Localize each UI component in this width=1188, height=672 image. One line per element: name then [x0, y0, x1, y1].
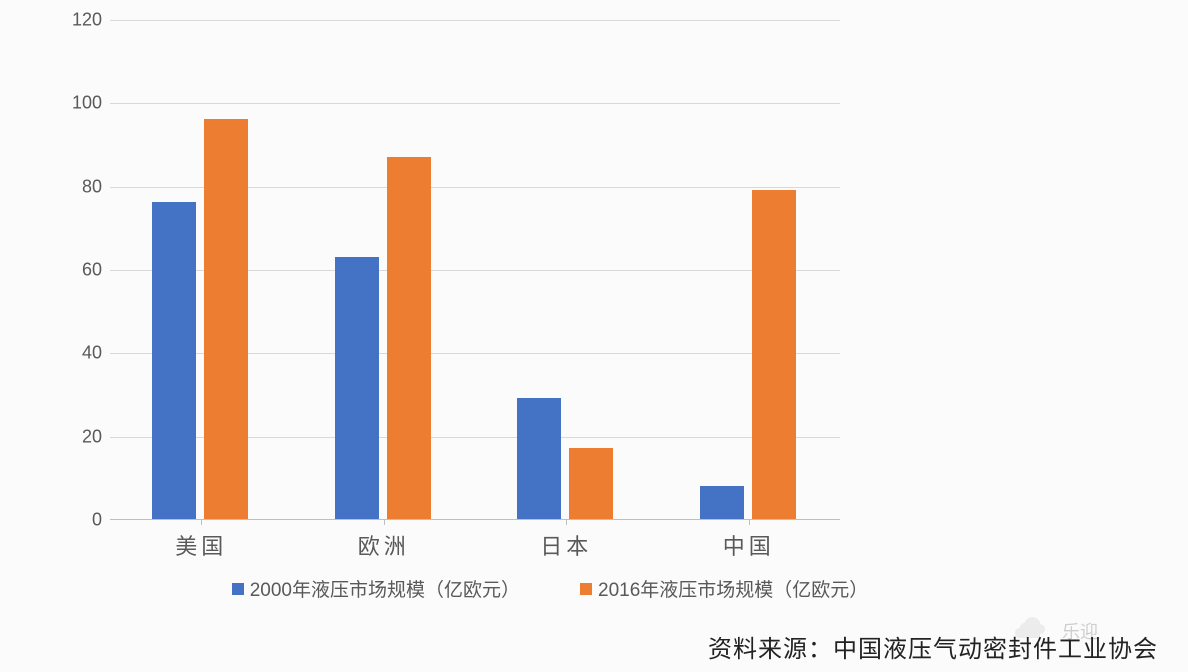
x-tick-mark [384, 519, 385, 525]
y-tick-label: 40 [82, 343, 102, 364]
y-tick-label: 80 [82, 176, 102, 197]
legend-label: 2016年液压市场规模（亿欧元） [598, 575, 868, 602]
y-tick-label: 100 [72, 93, 102, 114]
x-category-label: 美国 [110, 529, 293, 561]
bar [517, 398, 561, 519]
bar [204, 119, 248, 519]
chart-container: 020406080100120 美国欧洲日本中国 [60, 20, 840, 520]
bar-group: 美国 [110, 20, 293, 519]
legend: 2000年液压市场规模（亿欧元） 2016年液压市场规模（亿欧元） [150, 575, 950, 602]
source-citation: 资料来源：中国液压气动密封件工业协会 [708, 629, 1158, 664]
legend-item: 2016年液压市场规模（亿欧元） [580, 575, 868, 602]
bar [700, 486, 744, 519]
bar [569, 448, 613, 519]
bar-group: 日本 [475, 20, 658, 519]
source-prefix: 资料来源： [708, 636, 833, 663]
bar [752, 190, 796, 519]
x-tick-mark [566, 519, 567, 525]
y-axis: 020406080100120 [60, 20, 110, 520]
y-tick-label: 60 [82, 260, 102, 281]
x-category-label: 日本 [475, 529, 658, 561]
bar [152, 202, 196, 519]
y-tick-label: 0 [92, 510, 102, 531]
x-category-label: 欧洲 [293, 529, 476, 561]
y-tick-label: 120 [72, 10, 102, 31]
bar [387, 157, 431, 520]
x-category-label: 中国 [658, 529, 841, 561]
plot-area: 美国欧洲日本中国 [110, 20, 840, 520]
source-text: 中国液压气动密封件工业协会 [833, 636, 1158, 663]
bar-group: 欧洲 [293, 20, 476, 519]
y-tick-label: 20 [82, 426, 102, 447]
legend-marker [580, 583, 592, 595]
legend-label: 2000年液压市场规模（亿欧元） [250, 575, 520, 602]
bar [335, 257, 379, 520]
legend-marker [232, 583, 244, 595]
bar-group: 中国 [658, 20, 841, 519]
legend-item: 2000年液压市场规模（亿欧元） [232, 575, 520, 602]
x-tick-mark [749, 519, 750, 525]
x-tick-mark [201, 519, 202, 525]
